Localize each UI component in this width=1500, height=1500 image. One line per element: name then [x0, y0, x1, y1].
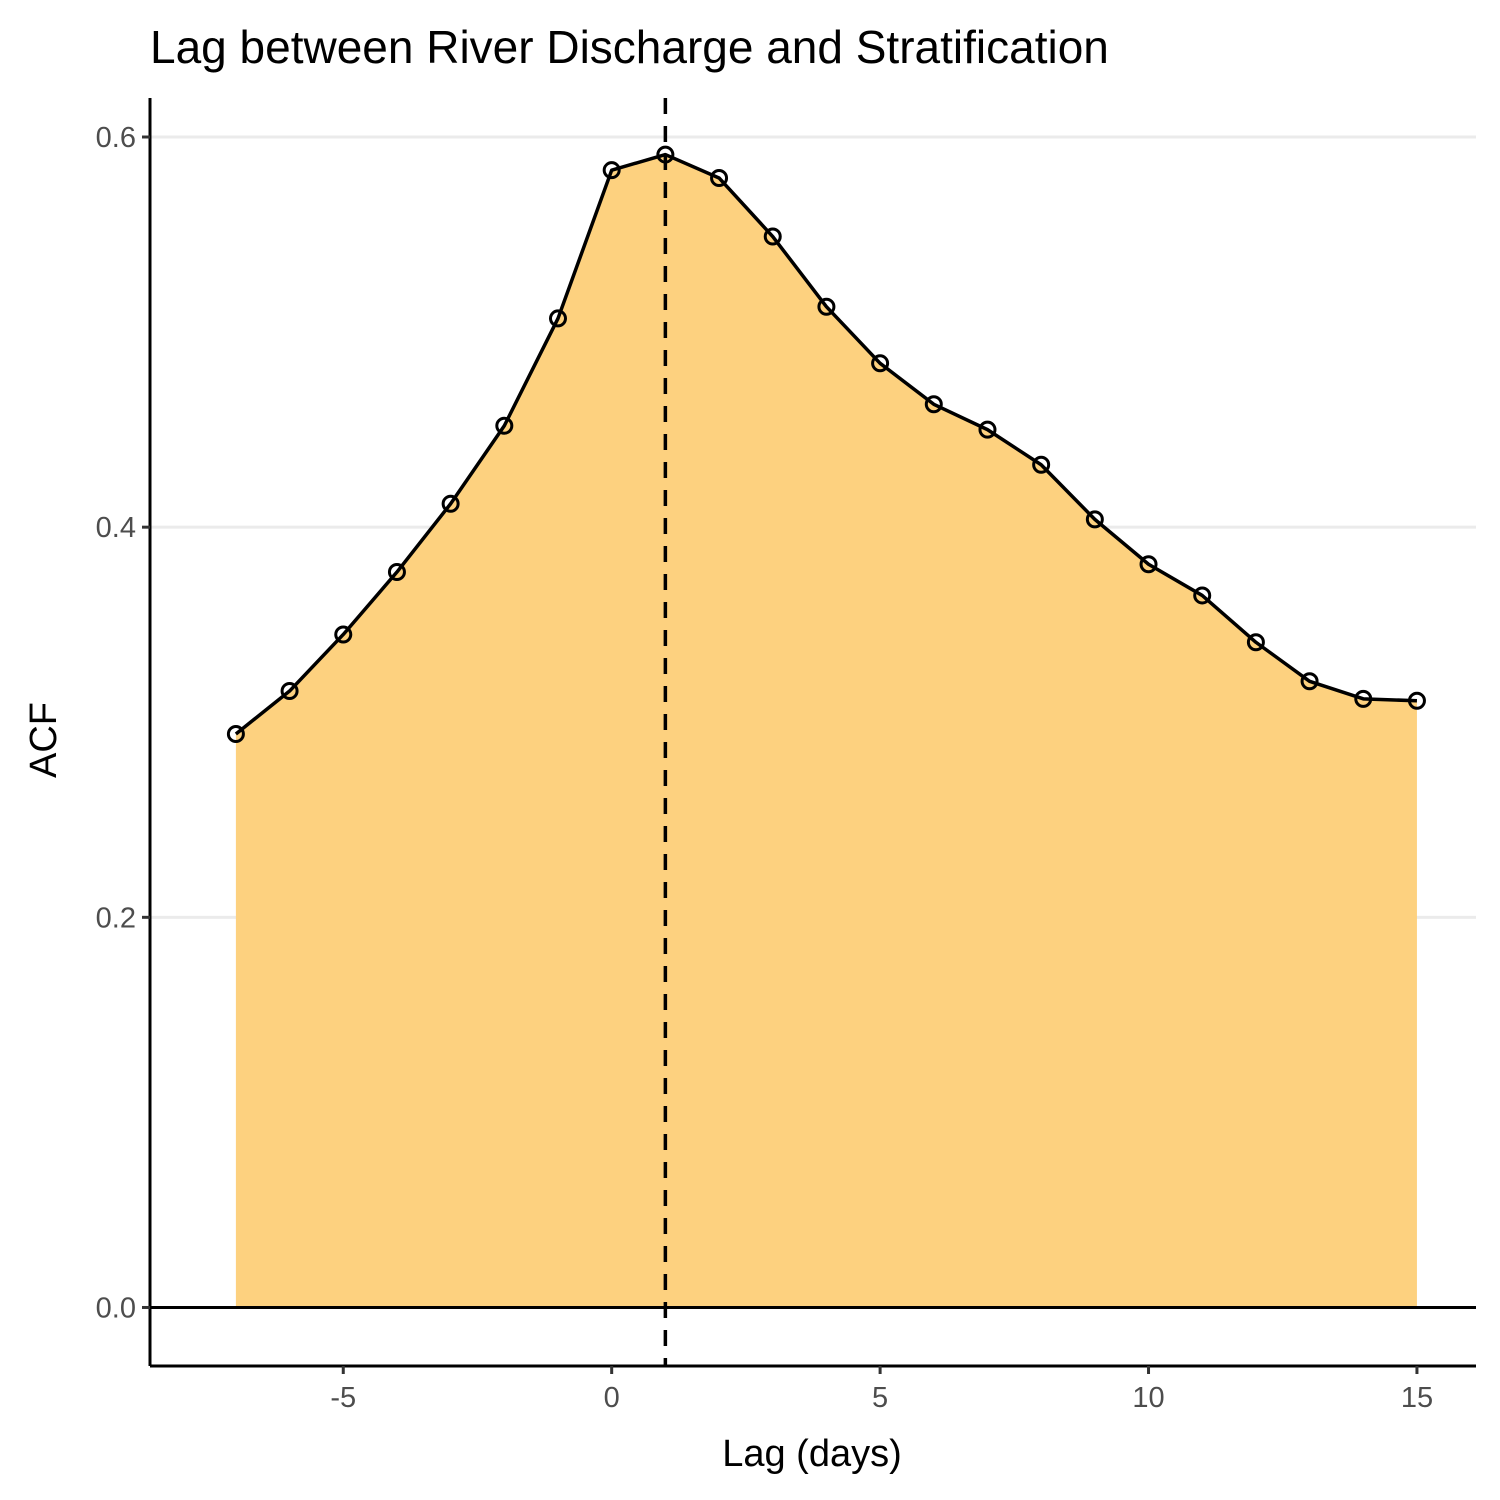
acf-point-14 — [978, 420, 997, 439]
acf-point-5 — [495, 416, 514, 435]
acf-point-22 — [1407, 691, 1426, 710]
area-fill — [235, 154, 1417, 1308]
x-tick-label-0: -5 — [330, 1382, 356, 1414]
acf-point-12 — [871, 354, 890, 373]
y-axis-title: ACF — [23, 702, 65, 778]
acf-point-4 — [441, 494, 460, 513]
chart-title: Lag between River Discharge and Stratifi… — [150, 21, 1109, 73]
acf-point-8 — [656, 145, 675, 164]
acf-point-18 — [1193, 586, 1212, 605]
acf-point-7 — [602, 161, 621, 180]
acf-point-11 — [817, 297, 836, 316]
acf-point-2 — [334, 625, 353, 644]
x-tick-label-4: 15 — [1401, 1382, 1433, 1414]
acf-point-21 — [1354, 689, 1373, 708]
y-tick-label-0: 0.0 — [96, 1292, 136, 1324]
y-tick-label-2: 0.4 — [96, 512, 136, 544]
x-tick-label-3: 10 — [1132, 1382, 1164, 1414]
y-tick-label-3: 0.6 — [96, 122, 136, 154]
x-axis-ticks: -5 0 5 10 15 — [330, 1366, 1433, 1414]
acf-point-16 — [1085, 510, 1104, 529]
reference-lines — [150, 98, 1476, 1366]
axes — [148, 98, 1476, 1368]
x-tick-label-2: 5 — [872, 1382, 888, 1414]
x-axis-title: Lag (days) — [722, 1433, 902, 1475]
acf-series — [226, 145, 1426, 743]
acf-point-13 — [924, 395, 943, 414]
acf-point-19 — [1246, 633, 1265, 652]
acf-point-17 — [1139, 555, 1158, 574]
x-tick-label-1: 0 — [604, 1382, 620, 1414]
acf-line — [234, 152, 1418, 736]
y-tick-label-1: 0.2 — [96, 902, 136, 934]
acf-point-9 — [710, 168, 729, 187]
y-axis-ticks: 0.0 0.2 0.4 0.6 — [96, 122, 150, 1324]
acf-point-10 — [763, 227, 782, 246]
acf-area — [235, 154, 1417, 1308]
acf-point-0 — [226, 724, 245, 743]
acf-point-20 — [1300, 672, 1319, 691]
acf-point-3 — [387, 563, 406, 582]
acf-point-1 — [280, 682, 299, 701]
acf-point-15 — [1032, 455, 1051, 474]
acf-point-6 — [549, 309, 567, 328]
